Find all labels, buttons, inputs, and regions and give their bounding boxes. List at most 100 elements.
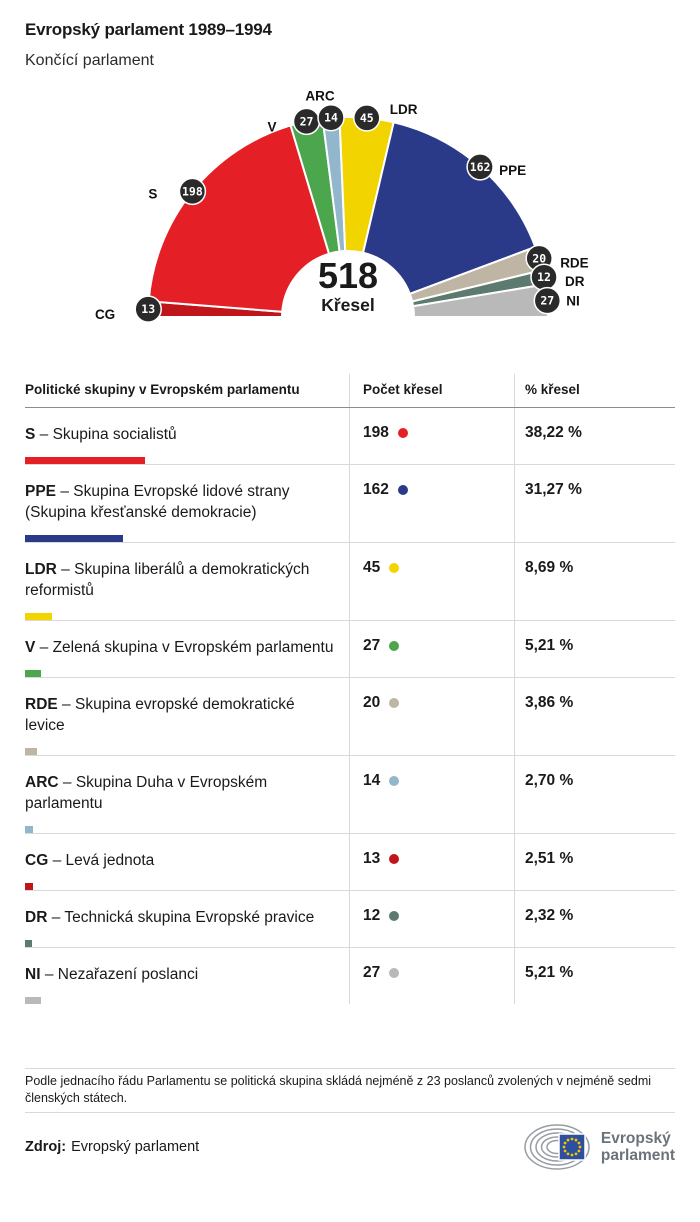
wedge-PPE xyxy=(361,121,537,296)
group-separator: – xyxy=(39,639,49,656)
wedge-S xyxy=(147,124,331,313)
seat-color-dot xyxy=(389,563,400,573)
source: Zdroj: Evropský parlament xyxy=(25,1139,199,1155)
group-name-line: ARC – Skupina Duha v Evropském parlament… xyxy=(25,772,335,814)
percent-cell: 3,86 % xyxy=(514,678,675,755)
seat-color-dot xyxy=(397,428,408,438)
seat-color-dot xyxy=(389,698,400,708)
group-name: Skupina liberálů a demokratických reform… xyxy=(25,561,310,599)
group-code: NI xyxy=(25,966,41,983)
seats-value: 13 xyxy=(363,850,381,867)
seats-cell: 20 xyxy=(349,678,514,755)
group-name: Levá jednota xyxy=(65,852,155,869)
group-color-bar xyxy=(25,457,145,464)
seats-value: 14 xyxy=(363,772,381,789)
ep-logo-text: Evropský parlament xyxy=(601,1130,675,1164)
group-code: DR xyxy=(25,909,48,926)
group-code: V xyxy=(25,639,36,656)
group-separator: – xyxy=(60,483,69,500)
eu-star-dot xyxy=(563,1149,567,1153)
table-row: CG – Levá jednota 13 2,51 % xyxy=(25,834,675,891)
seats-cell: 198 xyxy=(349,408,514,464)
percent-value: 5,21 % xyxy=(525,637,574,654)
seat-color-dot xyxy=(389,911,400,921)
table-row: ARC – Skupina Duha v Evropském parlament… xyxy=(25,756,675,834)
group-name-line: S – Skupina socialistů xyxy=(25,424,335,445)
chart-label-S: S xyxy=(148,186,157,201)
group-code: ARC xyxy=(25,774,59,791)
group-color-bar xyxy=(25,670,41,677)
group-color-bar xyxy=(25,997,41,1004)
seat-badge-value-RDE: 20 xyxy=(532,251,546,265)
table-row: RDE – Skupina evropské demokratické levi… xyxy=(25,678,675,756)
chart-label-ARC: ARC xyxy=(305,89,334,104)
group-color-bar xyxy=(25,940,32,947)
chart-label-DR: DR xyxy=(565,274,585,289)
group-name-line: CG – Levá jednota xyxy=(25,850,335,871)
seat-badge-CG xyxy=(134,295,162,323)
group-name: Nezařazení poslanci xyxy=(57,966,199,983)
group-separator: – xyxy=(52,852,62,869)
page-header: Evropský parlament 1989–1994 Končící par… xyxy=(0,0,700,70)
seat-badge-value-NI: 27 xyxy=(540,294,554,308)
ep-logo-text-line1: Evropský xyxy=(600,1130,671,1147)
source-label: Zdroj: xyxy=(25,1139,67,1155)
chart-label-NI: NI xyxy=(566,294,580,309)
percent-value: 31,27 % xyxy=(525,481,582,498)
group-code: LDR xyxy=(25,561,57,578)
group-name-cell: PPE – Skupina Evropské lidové strany (Sk… xyxy=(25,465,349,542)
seats-value: 198 xyxy=(363,424,389,441)
group-name-cell: CG – Levá jednota xyxy=(25,834,349,890)
eu-star-dot xyxy=(578,1145,582,1149)
table-row: LDR – Skupina liberálů a demokratických … xyxy=(25,543,675,621)
seats-value: 12 xyxy=(363,907,381,924)
percent-value: 2,32 % xyxy=(525,907,574,924)
eu-star-dot xyxy=(566,1152,570,1156)
group-color-bar xyxy=(25,883,33,890)
table-body: S – Skupina socialistů 198 38,22 % PPE – Sk… xyxy=(25,408,675,1004)
footnote: Podle jednacího řádu Parlamentu se polit… xyxy=(25,1068,675,1113)
group-name: Skupina Duha v Evropském parlamentu xyxy=(25,774,268,812)
seats-cell: 162 xyxy=(349,465,514,542)
source-row: Zdroj: Evropský parlament Evropský parlam… xyxy=(25,1123,675,1171)
seats-cell: 45 xyxy=(349,543,514,620)
eu-star-dot xyxy=(563,1141,567,1145)
seat-color-dot xyxy=(389,854,400,864)
eu-star-dot xyxy=(574,1152,578,1156)
seat-badge-value-ARC: 14 xyxy=(324,111,338,125)
group-separator: – xyxy=(44,966,54,983)
group-name-line: V – Zelená skupina v Evropském parlament… xyxy=(25,637,335,658)
seat-badge-value-S: 198 xyxy=(182,184,203,198)
group-name-line: NI – Nezařazení poslanci xyxy=(25,964,335,985)
group-code: PPE xyxy=(25,483,57,500)
seat-color-dot xyxy=(389,776,400,786)
source-value: Evropský parlament xyxy=(71,1139,200,1155)
group-name-line: RDE – Skupina evropské demokratické levi… xyxy=(25,694,335,736)
seat-badge-ARC xyxy=(317,103,345,132)
seat-color-dot xyxy=(389,968,400,978)
seats-cell: 27 xyxy=(349,621,514,677)
percent-cell: 38,22 % xyxy=(514,408,675,464)
eu-flag-stars xyxy=(562,1137,582,1157)
groups-table: Politické skupiny v Evropském parlamentu… xyxy=(25,374,675,1004)
group-name: Skupina evropské demokratické levice xyxy=(25,696,295,734)
percent-cell: 2,70 % xyxy=(514,756,675,833)
total-seats-label: Křesel xyxy=(321,295,375,315)
group-separator: – xyxy=(62,774,72,791)
seat-badge-value-LDR: 45 xyxy=(360,111,374,125)
group-name: Zelená skupina v Evropském parlamentu xyxy=(52,639,334,656)
group-separator: – xyxy=(51,909,61,926)
percent-cell: 5,21 % xyxy=(514,621,675,677)
seat-color-dot xyxy=(389,641,400,651)
table-header-percent: % křesel xyxy=(514,374,675,407)
seat-badge-S xyxy=(178,177,207,206)
group-code: CG xyxy=(25,852,49,869)
hemicycle-chart: 518 Křesel 13 CG 198 S 27 V 14 ARC 45 LDR 162 PPE 20… xyxy=(0,80,700,330)
eu-star-dot xyxy=(577,1141,581,1145)
group-color-bar xyxy=(25,613,52,620)
group-name-cell: ARC – Skupina Duha v Evropském parlament… xyxy=(25,756,349,833)
seats-value: 20 xyxy=(363,694,381,711)
percent-value: 5,21 % xyxy=(525,964,574,981)
percent-value: 38,22 % xyxy=(525,424,582,441)
percent-value: 2,51 % xyxy=(525,850,574,867)
